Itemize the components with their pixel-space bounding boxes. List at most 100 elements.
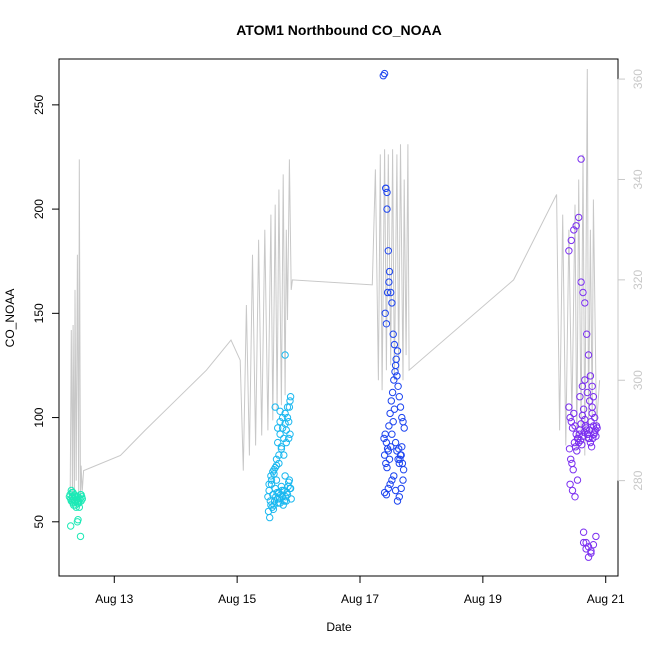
data-point-series-4 [573,447,581,455]
data-point-series-4 [585,434,593,443]
data-point-series-2 [267,476,276,484]
chart-title: ATOM1 Northbound CO_NOAA [236,22,442,38]
line-layer [69,68,601,506]
data-point-series-3 [386,409,394,418]
data-point-series-3 [381,309,389,317]
data-point-series-3 [380,69,389,78]
data-point-series-4 [584,543,593,551]
data-point-series-2 [285,476,294,484]
data-point-series-2 [286,484,295,493]
data-point-series-3 [388,388,397,397]
data-point-series-4 [576,393,584,401]
data-point-series-4 [570,409,578,418]
data-point-series-4 [591,426,599,434]
data-point-series-4 [589,434,597,443]
data-point-series-3 [389,418,397,426]
data-point-series-3 [397,484,405,493]
data-point-series-3 [383,463,391,472]
data-point-series-2 [282,426,290,434]
data-point-series-3 [398,443,406,451]
data-point-series-4 [567,418,575,426]
y2-tick-label: 340 [631,169,645,189]
data-point-series-3 [382,320,391,328]
data-point-series-3 [400,424,408,432]
data-point-series-2 [267,501,275,509]
data-point-series-2 [272,493,280,501]
data-point-series-4 [565,403,573,411]
data-point-series-2 [274,424,282,432]
data-point-series-1 [72,503,80,511]
data-point-series-3 [395,393,403,401]
data-point-series-3 [388,476,396,484]
data-point-series-2 [286,430,294,438]
data-point-series-2 [269,505,278,513]
y-tick-label: 200 [32,199,46,219]
data-point-series-2 [283,413,292,422]
data-point-series-3 [389,330,397,338]
data-point-series-3 [385,422,393,430]
secondary-series-line [69,68,601,506]
data-point-series-1 [71,493,79,501]
data-point-series-4 [584,351,593,359]
data-point-series-3 [385,278,393,286]
data-point-series-4 [582,545,590,553]
data-point-series-3 [396,451,405,459]
data-point-series-3 [394,382,402,390]
data-point-series-4 [571,493,579,501]
data-point-series-3 [382,184,390,193]
data-point-series-3 [391,361,400,370]
data-point-series-3 [399,418,407,426]
point-layer [65,69,601,561]
data-point-series-4 [569,466,577,474]
y2-tick-label: 320 [631,270,645,290]
data-point-series-4 [577,155,585,163]
data-point-series-3 [395,459,403,468]
data-point-series-4 [589,393,598,401]
data-point-series-2 [282,493,290,501]
data-point-series-2 [277,443,286,451]
data-point-series-4 [568,424,577,432]
data-point-series-2 [275,451,283,459]
data-point-series-4 [587,443,596,451]
data-point-series-3 [392,355,400,363]
data-point-series-3 [384,447,392,455]
data-point-series-2 [274,438,282,447]
data-point-series-1 [74,516,82,524]
x-tick-label: Aug 17 [341,592,379,606]
data-point-series-3 [390,340,399,349]
data-point-series-2 [270,497,279,505]
data-point-series-4 [579,538,588,547]
data-point-series-2 [280,497,289,505]
data-point-series-3 [390,376,398,384]
data-point-series-3 [387,288,395,297]
data-point-series-2 [278,413,287,422]
data-point-series-3 [385,267,394,276]
data-point-series-4 [573,476,582,484]
data-point-series-4 [566,480,574,488]
data-point-series-2 [276,430,284,438]
data-point-series-3 [380,488,389,497]
data-point-series-2 [271,403,279,411]
data-point-series-2 [281,409,289,418]
data-point-series-3 [388,299,396,307]
data-point-series-2 [281,351,289,359]
data-point-series-4 [586,372,595,380]
data-point-series-4 [579,288,587,297]
data-point-series-1 [67,522,75,530]
data-point-series-4 [592,422,601,430]
data-point-series-3 [383,288,392,297]
data-point-series-4 [581,422,590,430]
data-point-series-2 [267,480,276,488]
data-point-series-1 [78,495,87,503]
data-point-series-3 [395,493,403,501]
data-point-series-3 [381,430,389,438]
data-point-series-4 [584,553,593,561]
data-point-series-4 [577,420,585,428]
data-point-series-2 [276,407,284,415]
data-point-series-1 [68,497,77,505]
data-point-series-3 [384,484,392,493]
data-point-series-2 [276,418,284,426]
data-point-series-4 [588,382,596,390]
data-point-series-3 [387,397,395,405]
data-point-series-2 [277,445,286,453]
